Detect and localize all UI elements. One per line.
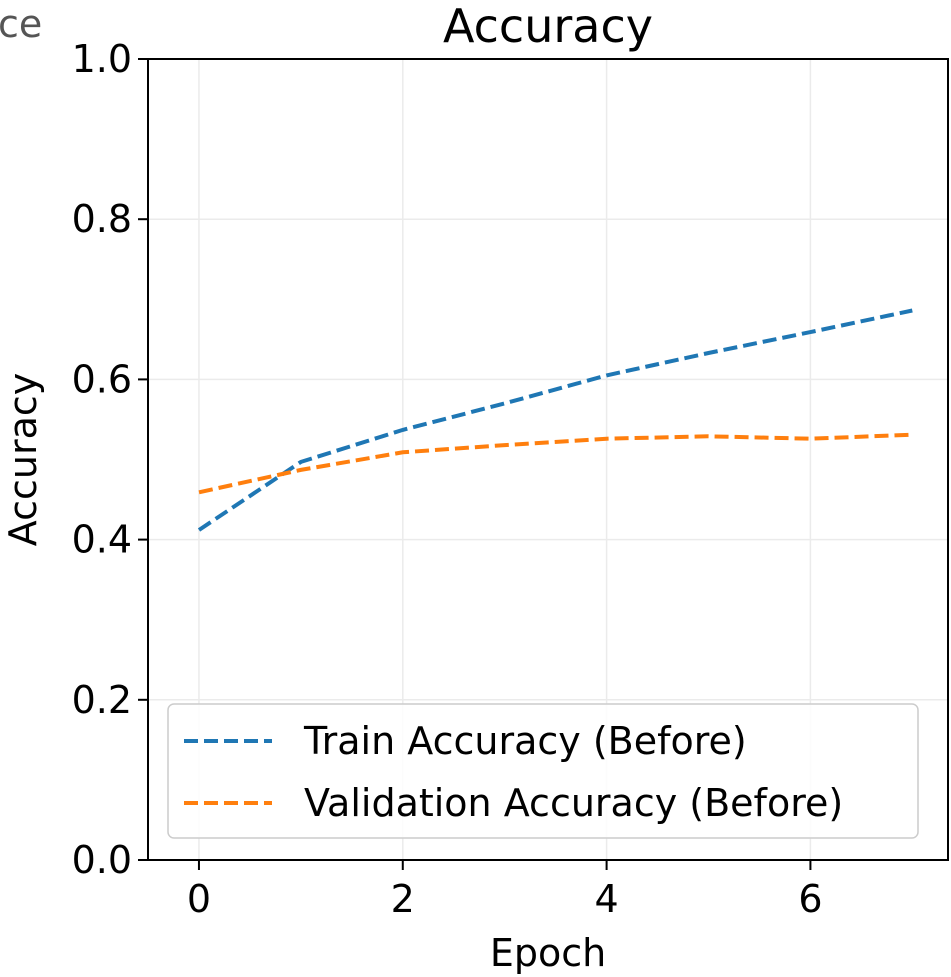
y-tick-label: 1.0: [72, 37, 132, 81]
series-line-0: [197, 308, 913, 532]
y-tick-label: 0.6: [72, 357, 132, 401]
legend-label-train: Train Accuracy (Before): [303, 719, 747, 763]
y-tick-label: 0.4: [72, 518, 132, 562]
x-tick-label: 2: [391, 877, 415, 921]
legend-label-validation: Validation Accuracy (Before): [304, 781, 843, 825]
axis-ticks: 0 2 4 6 0.0 0.2 0.4 0.6 0.8 1.0: [72, 37, 823, 921]
clipped-title-fragment: ce: [0, 2, 43, 46]
x-axis-label: Epoch: [490, 931, 606, 975]
series-lines: [197, 308, 913, 532]
x-tick-label: 6: [798, 877, 822, 921]
y-tick-label: 0.2: [72, 678, 132, 722]
legend-box: [167, 703, 919, 839]
x-tick-label: 0: [187, 877, 211, 921]
x-tick-label: 4: [595, 877, 619, 921]
y-tick-label: 0.0: [72, 838, 132, 882]
series-line-1: [198, 432, 913, 495]
y-tick-label: 0.8: [72, 197, 132, 241]
chart-title: Accuracy: [443, 0, 653, 53]
y-axis-label: Accuracy: [1, 373, 45, 547]
plot-frame: [147, 58, 949, 861]
legend: Train Accuracy (Before) Validation Accur…: [167, 703, 919, 839]
